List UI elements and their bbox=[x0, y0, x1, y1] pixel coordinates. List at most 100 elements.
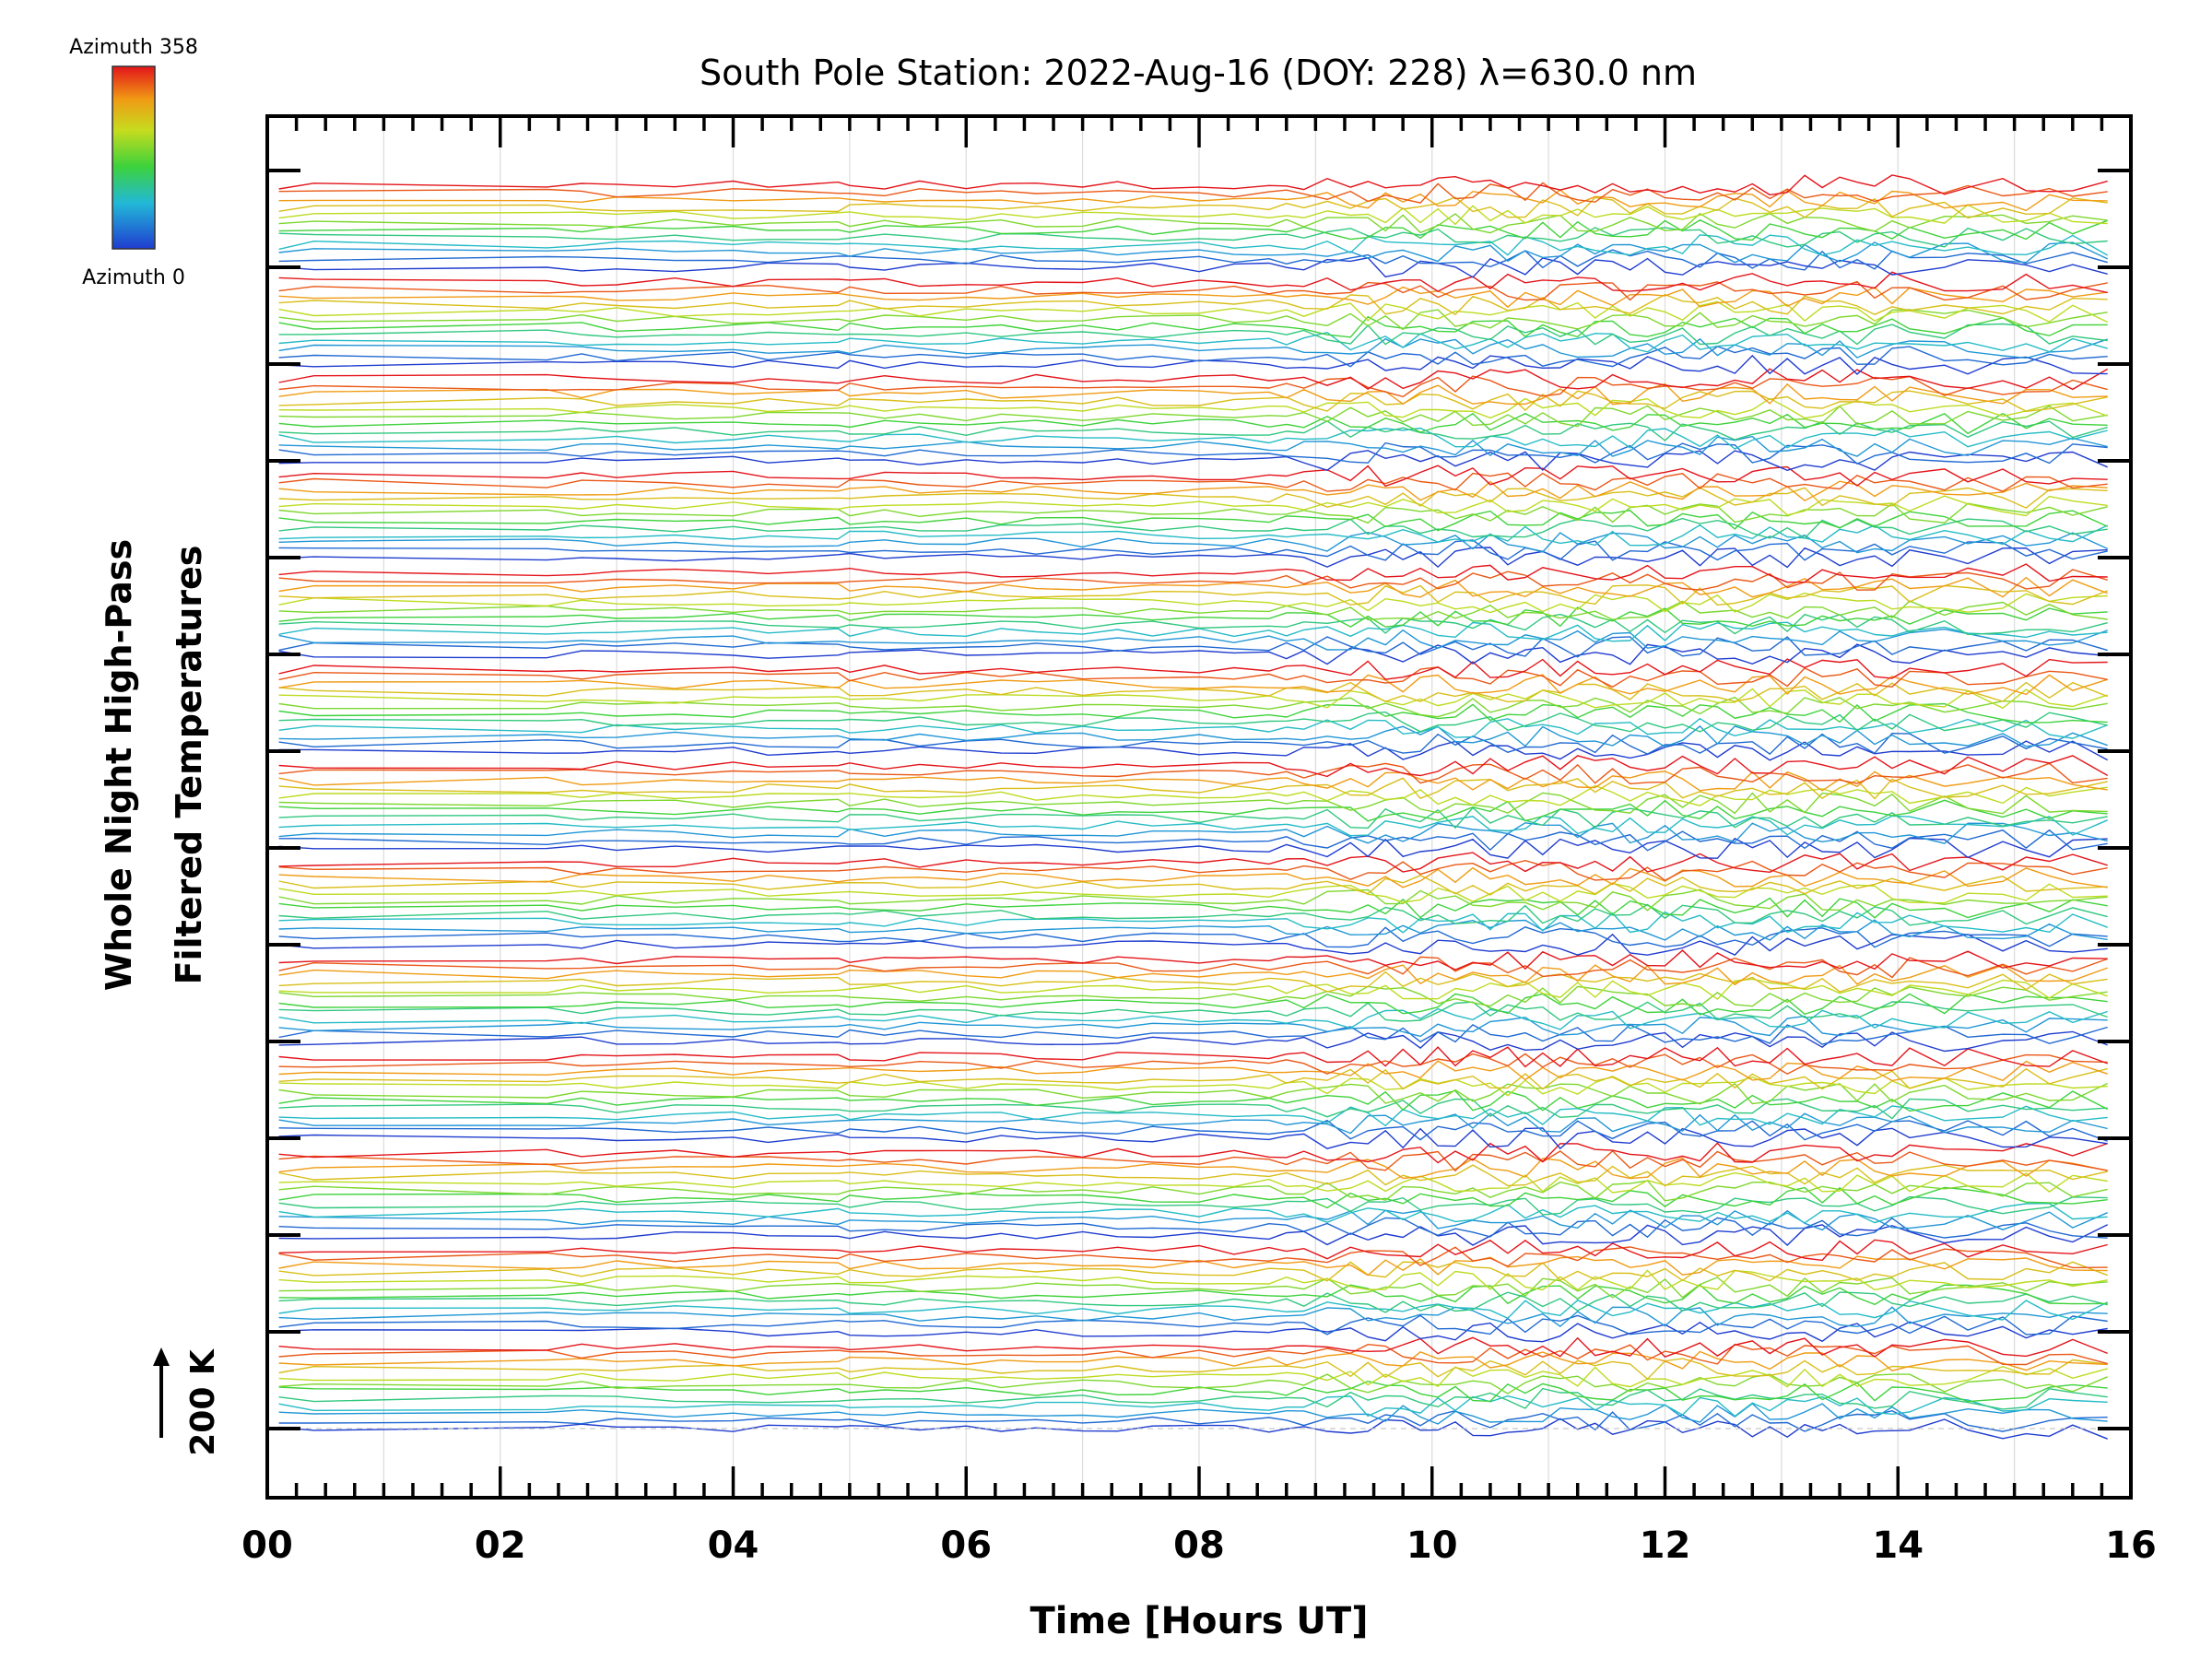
x-tick-label-0: 00 bbox=[241, 1524, 293, 1567]
trace-45 bbox=[278, 1060, 2108, 1082]
trace-107 bbox=[278, 563, 2108, 583]
trace-84 bbox=[278, 740, 2109, 761]
trace-86 bbox=[278, 724, 2108, 747]
trace-4 bbox=[278, 1387, 2108, 1410]
trace-90 bbox=[278, 696, 2108, 718]
trace-20 bbox=[278, 1261, 2108, 1282]
trace-155 bbox=[278, 174, 2108, 196]
x-tick-label-2: 04 bbox=[708, 1524, 759, 1567]
scale-label: 200 K bbox=[184, 1348, 222, 1456]
trace-150 bbox=[278, 212, 2108, 234]
trace-2 bbox=[278, 1402, 2108, 1425]
trace-37 bbox=[278, 1119, 2108, 1142]
trace-18 bbox=[278, 1277, 2108, 1299]
trace-46 bbox=[278, 1053, 2108, 1075]
colorbar-bottom-label: Azimuth 0 bbox=[82, 266, 185, 289]
trace-35 bbox=[278, 1142, 2108, 1164]
trace-43 bbox=[278, 1076, 2108, 1097]
trace-22 bbox=[278, 1246, 2108, 1269]
trace-94 bbox=[278, 666, 2108, 688]
trace-146 bbox=[278, 241, 2108, 264]
trace-149 bbox=[278, 219, 2108, 241]
trace-126 bbox=[278, 405, 2108, 428]
trace-119 bbox=[278, 465, 2108, 488]
trace-30 bbox=[278, 1180, 2108, 1202]
trace-110 bbox=[278, 531, 2108, 554]
trace-13 bbox=[278, 1314, 2108, 1335]
trace-48 bbox=[278, 1030, 2108, 1053]
x-tick-label-6: 12 bbox=[1640, 1524, 1691, 1567]
trace-137 bbox=[278, 315, 2108, 338]
trace-36 bbox=[278, 1127, 2108, 1150]
trace-56 bbox=[278, 971, 2108, 993]
x-tick-label-8: 16 bbox=[2105, 1524, 2157, 1567]
x-tick-label-3: 06 bbox=[940, 1524, 992, 1567]
trace-109 bbox=[278, 539, 2108, 561]
trace-42 bbox=[278, 1082, 2108, 1105]
trace-67 bbox=[278, 882, 2108, 904]
trace-152 bbox=[278, 196, 2108, 219]
trace-118 bbox=[278, 472, 2108, 492]
trace-104 bbox=[278, 584, 2108, 606]
x-tick-label-4: 08 bbox=[1173, 1524, 1225, 1567]
trace-70 bbox=[278, 859, 2108, 882]
trace-114 bbox=[278, 502, 2108, 524]
trace-115 bbox=[278, 495, 2108, 517]
trace-97 bbox=[278, 636, 2108, 658]
trace-116 bbox=[278, 487, 2108, 509]
trace-122 bbox=[278, 435, 2108, 457]
trace-121 bbox=[278, 441, 2108, 465]
trace-57 bbox=[278, 964, 2108, 986]
trace-91 bbox=[278, 688, 2108, 710]
trace-60 bbox=[278, 933, 2108, 956]
trace-113 bbox=[278, 510, 2108, 532]
trace-25 bbox=[278, 1217, 2108, 1239]
trace-19 bbox=[278, 1269, 2108, 1291]
trace-47 bbox=[278, 1046, 2108, 1068]
trace-88 bbox=[278, 711, 2108, 733]
trace-66 bbox=[278, 888, 2108, 912]
trace-95 bbox=[278, 658, 2108, 680]
trace-135 bbox=[278, 331, 2108, 353]
trace-133 bbox=[278, 346, 2108, 368]
trace-31 bbox=[278, 1171, 2108, 1194]
trace-87 bbox=[278, 717, 2108, 739]
trace-78 bbox=[278, 792, 2108, 815]
trace-55 bbox=[278, 978, 2108, 1001]
trace-6 bbox=[278, 1373, 2108, 1394]
trace-61 bbox=[278, 926, 2108, 948]
trace-154 bbox=[278, 182, 2108, 204]
trace-53 bbox=[278, 993, 2108, 1016]
trace-124 bbox=[278, 419, 2108, 441]
trace-82 bbox=[278, 762, 2108, 785]
trace-54 bbox=[278, 985, 2108, 1007]
trace-117 bbox=[278, 480, 2108, 502]
trace-111 bbox=[278, 524, 2108, 547]
trace-41 bbox=[278, 1089, 2109, 1112]
trace-49 bbox=[278, 1023, 2108, 1045]
trace-69 bbox=[278, 866, 2108, 888]
trace-112 bbox=[278, 517, 2108, 539]
trace-28 bbox=[278, 1195, 2108, 1216]
x-tick-label-5: 10 bbox=[1406, 1524, 1458, 1567]
trace-74 bbox=[278, 822, 2108, 844]
trace-21 bbox=[278, 1255, 2108, 1277]
trace-8 bbox=[278, 1358, 2108, 1381]
trace-29 bbox=[278, 1186, 2108, 1209]
trace-132 bbox=[278, 354, 2108, 375]
trace-148 bbox=[278, 227, 2108, 248]
trace-15 bbox=[278, 1299, 2109, 1321]
trace-26 bbox=[278, 1209, 2108, 1231]
axes bbox=[265, 114, 2133, 1500]
x-tick-label-7: 14 bbox=[1872, 1524, 1924, 1567]
trace-0 bbox=[278, 1418, 2108, 1440]
trace-105 bbox=[278, 576, 2108, 598]
trace-83 bbox=[278, 755, 2109, 778]
trace-140 bbox=[278, 293, 2108, 316]
trace-32 bbox=[278, 1164, 2108, 1187]
trace-136 bbox=[278, 323, 2108, 346]
trace-98 bbox=[278, 628, 2108, 651]
trace-106 bbox=[278, 569, 2108, 591]
trace-72 bbox=[278, 837, 2108, 859]
trace-10 bbox=[278, 1343, 2108, 1366]
